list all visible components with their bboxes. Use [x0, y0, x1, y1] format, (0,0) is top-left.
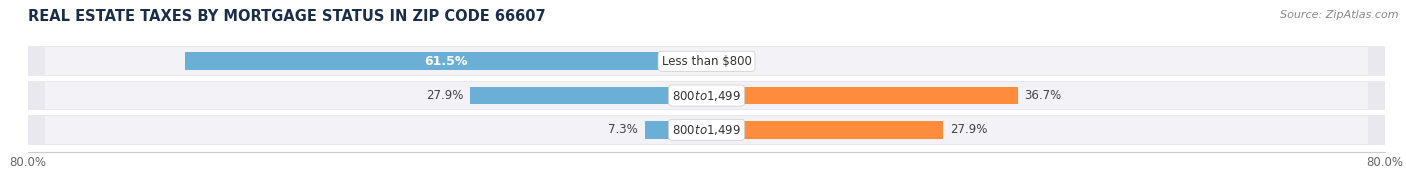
Bar [644, 121, 707, 139]
Bar [45, 82, 1368, 109]
Bar [28, 46, 1385, 76]
Text: 27.9%: 27.9% [426, 89, 463, 102]
Bar [470, 87, 707, 105]
Text: 7.3%: 7.3% [607, 123, 638, 136]
Text: 36.7%: 36.7% [1025, 89, 1062, 102]
Text: Source: ZipAtlas.com: Source: ZipAtlas.com [1281, 10, 1399, 20]
Bar [28, 115, 1385, 145]
Text: REAL ESTATE TAXES BY MORTGAGE STATUS IN ZIP CODE 66607: REAL ESTATE TAXES BY MORTGAGE STATUS IN … [28, 9, 546, 24]
Text: $800 to $1,499: $800 to $1,499 [672, 123, 741, 137]
Bar [707, 87, 1018, 105]
Text: Less than $800: Less than $800 [662, 55, 751, 68]
Text: 1.1%: 1.1% [723, 55, 752, 68]
Bar [707, 52, 716, 70]
Text: 27.9%: 27.9% [950, 123, 987, 136]
Bar [45, 47, 1368, 75]
Text: 61.5%: 61.5% [425, 55, 467, 68]
Text: $800 to $1,499: $800 to $1,499 [672, 89, 741, 103]
Bar [45, 116, 1368, 144]
Bar [186, 52, 707, 70]
Bar [28, 81, 1385, 110]
Bar [707, 121, 943, 139]
